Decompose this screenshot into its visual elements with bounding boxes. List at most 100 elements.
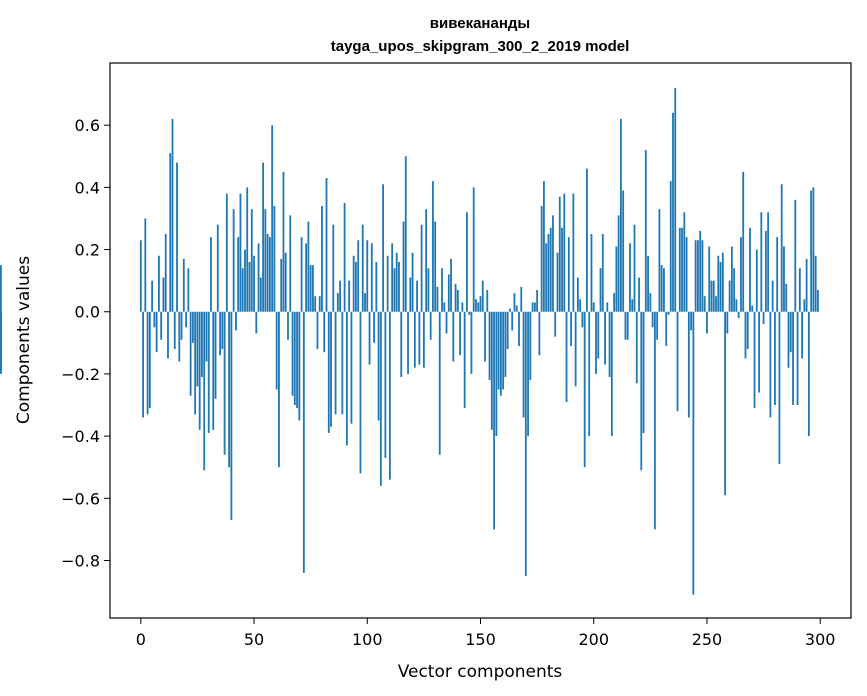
y-tick-label: 0.4 <box>75 178 100 197</box>
bar <box>228 311 231 468</box>
y-axis-ticks: −0.8 −0.6 −0.4 −0.2 0.0 0.2 0.4 0.6 <box>61 116 110 570</box>
bar <box>212 311 215 430</box>
x-axis-ticks: 0 50 100 150 200 250 300 <box>136 618 836 649</box>
bar <box>730 246 733 312</box>
bar <box>764 230 767 312</box>
bar <box>479 296 482 312</box>
bar <box>774 311 776 406</box>
bar <box>404 156 407 312</box>
bar <box>644 150 647 312</box>
bar <box>232 209 235 312</box>
bar <box>282 171 285 312</box>
x-tick-label: 300 <box>805 630 836 649</box>
bar <box>511 311 514 331</box>
bar <box>357 240 360 312</box>
bar <box>481 280 484 312</box>
bar <box>798 268 801 312</box>
bar <box>180 311 183 340</box>
bar <box>167 311 169 359</box>
bar <box>574 311 577 387</box>
bar <box>495 311 498 437</box>
bar <box>418 311 421 365</box>
bar <box>361 224 364 312</box>
bar <box>649 293 652 312</box>
y-tick-label: 0.6 <box>75 116 100 135</box>
bar <box>466 212 468 312</box>
bar <box>309 265 312 312</box>
bar <box>162 277 165 312</box>
bar <box>810 190 813 312</box>
bar <box>314 296 317 312</box>
bar <box>769 311 772 418</box>
bar <box>683 212 686 312</box>
bar <box>182 258 185 312</box>
bar <box>595 311 597 374</box>
bar <box>497 311 500 390</box>
bar <box>459 311 462 356</box>
bar <box>205 311 208 362</box>
bar <box>336 293 339 312</box>
bar <box>443 302 446 312</box>
bar <box>316 311 319 350</box>
bar <box>665 311 668 346</box>
bar <box>146 311 149 415</box>
bar <box>685 237 688 312</box>
bar <box>343 202 346 312</box>
x-tick-label: 250 <box>692 630 723 649</box>
bar <box>434 221 437 312</box>
bar <box>558 196 561 312</box>
bar <box>533 302 536 312</box>
bar <box>470 311 473 374</box>
bar <box>400 311 403 378</box>
bar <box>613 293 616 312</box>
bar <box>178 311 181 362</box>
bar <box>438 311 441 455</box>
y-tick-label: −0.8 <box>61 551 100 570</box>
y-axis-label: Components values <box>14 256 34 424</box>
bar <box>692 311 695 595</box>
bar <box>554 311 557 337</box>
bar <box>529 311 532 381</box>
bar <box>352 255 355 312</box>
bar <box>305 243 308 312</box>
bar <box>737 311 740 318</box>
bar <box>780 184 783 312</box>
bars-group <box>0 87 819 595</box>
bar <box>377 311 380 421</box>
bar <box>221 311 224 350</box>
bar <box>563 193 566 312</box>
bar <box>398 261 400 312</box>
bar <box>583 311 586 468</box>
bar <box>409 277 412 312</box>
bar <box>225 193 228 312</box>
bar <box>735 299 738 312</box>
bar <box>216 224 219 312</box>
chart-subtitle: tayga_upos_skipgram_300_2_2019 model <box>331 38 630 55</box>
bar <box>785 283 788 312</box>
bar <box>506 311 509 350</box>
bar <box>327 311 330 433</box>
bar <box>235 311 237 331</box>
bar <box>153 311 156 328</box>
bar <box>633 224 636 312</box>
bar <box>191 311 194 343</box>
bar <box>527 311 529 437</box>
bar <box>805 258 808 312</box>
bar <box>656 311 659 340</box>
bar <box>620 118 622 312</box>
bar <box>606 302 609 312</box>
bar <box>531 302 534 312</box>
bar <box>721 252 724 312</box>
bar <box>373 311 375 343</box>
bar <box>814 255 817 312</box>
bar <box>726 311 729 334</box>
bar <box>155 311 158 353</box>
bar <box>427 268 430 312</box>
bar <box>565 311 568 402</box>
bar <box>391 243 394 312</box>
bar <box>794 199 797 312</box>
bar <box>244 249 246 312</box>
bar <box>776 237 779 312</box>
bar <box>509 308 511 312</box>
bar <box>651 311 654 328</box>
